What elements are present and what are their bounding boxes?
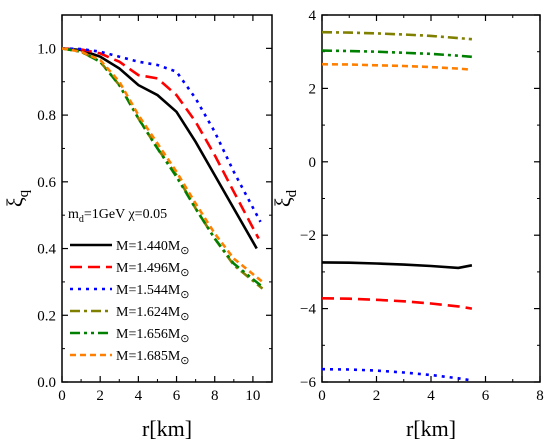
legend-label-M2: M=1.496M⊙ [116,261,190,279]
y-tick-label: −2 [300,228,316,244]
plot-frame [61,14,273,383]
right-panel: 0 2 4 6 8 −6 −4 −2 0 2 4 r[km] ξd [270,8,544,441]
x-tick-label: 4 [427,388,435,404]
series-line-M6 [62,47,264,283]
series-line-M1 [62,47,258,250]
x-tick-label: 0 [58,388,66,404]
y-tick-label: 0.0 [37,375,56,391]
legend-label-M4: M=1.624M⊙ [116,305,190,323]
legend-label-M1: M=1.440M⊙ [116,239,190,257]
x-tick-label: 2 [96,388,104,404]
series-line-M3 [62,47,262,223]
y-axis-label: ξd [270,189,300,207]
x-tick-label: 8 [211,388,219,404]
x-tick-label: 10 [245,388,260,404]
x-tick-label: 8 [536,388,544,404]
plot-frame [321,14,541,383]
y-tick-label: 0.6 [37,175,56,191]
series-line-M5 [322,49,473,59]
series-line-M6 [322,62,473,71]
y-tick-label: 0.4 [37,242,56,258]
y-tick-label: 4 [309,8,317,24]
x-axis-label: r[km] [142,416,192,441]
y-tick-label: 0.2 [37,308,56,324]
x-tick-label: 4 [135,388,143,404]
y-tick-label: −6 [300,375,316,391]
series-line-M1 [322,261,473,270]
y-tick-label: 0.8 [37,108,56,124]
annotation-params: md=1GeV χ=0.05 [68,207,167,225]
y-tick-label: −4 [300,302,316,318]
x-tick-label: 6 [173,388,181,404]
y-tick-label: 2 [309,81,317,97]
series-line-M3 [322,367,473,382]
y-tick-label: 0 [309,155,317,171]
x-tick-label: 2 [373,388,381,404]
legend-label-M3: M=1.544M⊙ [116,283,190,301]
y-tick-label: 1.0 [37,41,56,57]
x-tick-label: 0 [318,388,326,404]
legend-label-M5: M=1.656M⊙ [116,327,190,345]
x-tick-label: 6 [482,388,490,404]
legend-label-M6: M=1.685M⊙ [116,349,190,367]
left-panel: 0 2 4 6 8 10 0.0 0.2 0.4 0.6 0.8 1.0 r[km] ξq md=1GeV … [2,14,273,441]
y-axis-label: ξq [2,189,32,207]
x-axis-label: r[km] [406,416,456,441]
series-line-M2 [322,297,473,310]
series-line-M4 [322,30,473,41]
